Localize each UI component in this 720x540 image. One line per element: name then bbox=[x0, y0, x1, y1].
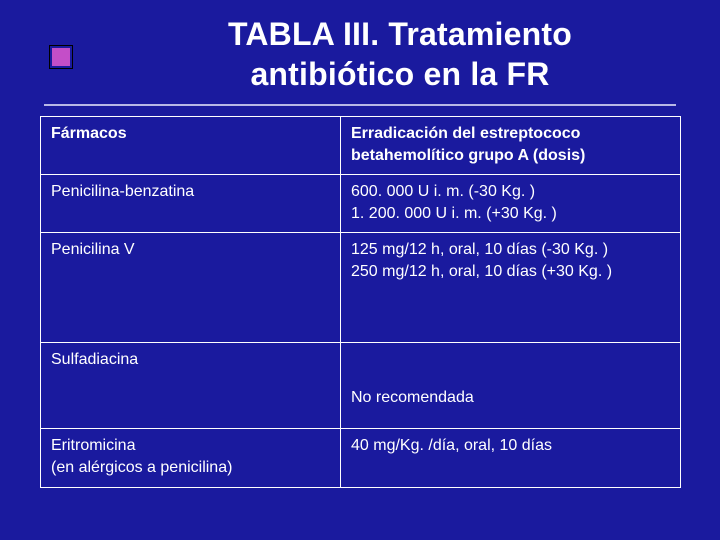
dose-line: No recomendada bbox=[341, 381, 680, 423]
title-block: TABLA III. Tratamiento antibiótico en la… bbox=[0, 0, 720, 100]
drug-name: Eritromicina bbox=[51, 437, 135, 454]
header-farmacos: Fármacos bbox=[41, 117, 341, 175]
title-underline bbox=[44, 104, 676, 106]
dose-cell: No recomendada bbox=[341, 343, 681, 429]
drug-cell: Sulfadiacina bbox=[41, 343, 341, 429]
treatment-table: Fármacos Erradicación del estreptococo b… bbox=[40, 116, 681, 488]
slide-title: TABLA III. Tratamiento antibiótico en la… bbox=[120, 14, 680, 94]
table-header-row: Fármacos Erradicación del estreptococo b… bbox=[41, 117, 681, 175]
header-dosis: Erradicación del estreptococo betahemolí… bbox=[341, 117, 681, 175]
dose-line: 600. 000 U i. m. (-30 Kg. ) bbox=[351, 183, 535, 200]
title-line2: antibiótico en la FR bbox=[250, 56, 549, 92]
drug-cell: Penicilina-benzatina bbox=[41, 175, 341, 233]
drug-name: Sulfadiacina bbox=[41, 343, 340, 381]
drug-note: (en alérgicos a penicilina) bbox=[51, 459, 232, 476]
title-line1: TABLA III. Tratamiento bbox=[228, 16, 572, 52]
drug-cell: Penicilina V bbox=[41, 233, 341, 343]
table-row: Sulfadiacina No recomendada bbox=[41, 343, 681, 429]
dose-cell: 125 mg/12 h, oral, 10 días (-30 Kg. ) 25… bbox=[341, 233, 681, 343]
dose-line bbox=[341, 343, 680, 381]
dose-line: 125 mg/12 h, oral, 10 días (-30 Kg. ) bbox=[351, 241, 608, 258]
table-row: Eritromicina (en alérgicos a penicilina)… bbox=[41, 429, 681, 487]
table-row: Penicilina V 125 mg/12 h, oral, 10 días … bbox=[41, 233, 681, 343]
bullet-icon bbox=[50, 46, 72, 68]
drug-cell: Eritromicina (en alérgicos a penicilina) bbox=[41, 429, 341, 487]
drug-name-empty bbox=[41, 381, 340, 423]
dose-cell: 600. 000 U i. m. (-30 Kg. ) 1. 200. 000 … bbox=[341, 175, 681, 233]
table-row: Penicilina-benzatina 600. 000 U i. m. (-… bbox=[41, 175, 681, 233]
dose-cell: 40 mg/Kg. /día, oral, 10 días bbox=[341, 429, 681, 487]
dose-line: 1. 200. 000 U i. m. (+30 Kg. ) bbox=[351, 205, 557, 222]
dose-line: 250 mg/12 h, oral, 10 días (+30 Kg. ) bbox=[351, 263, 612, 280]
